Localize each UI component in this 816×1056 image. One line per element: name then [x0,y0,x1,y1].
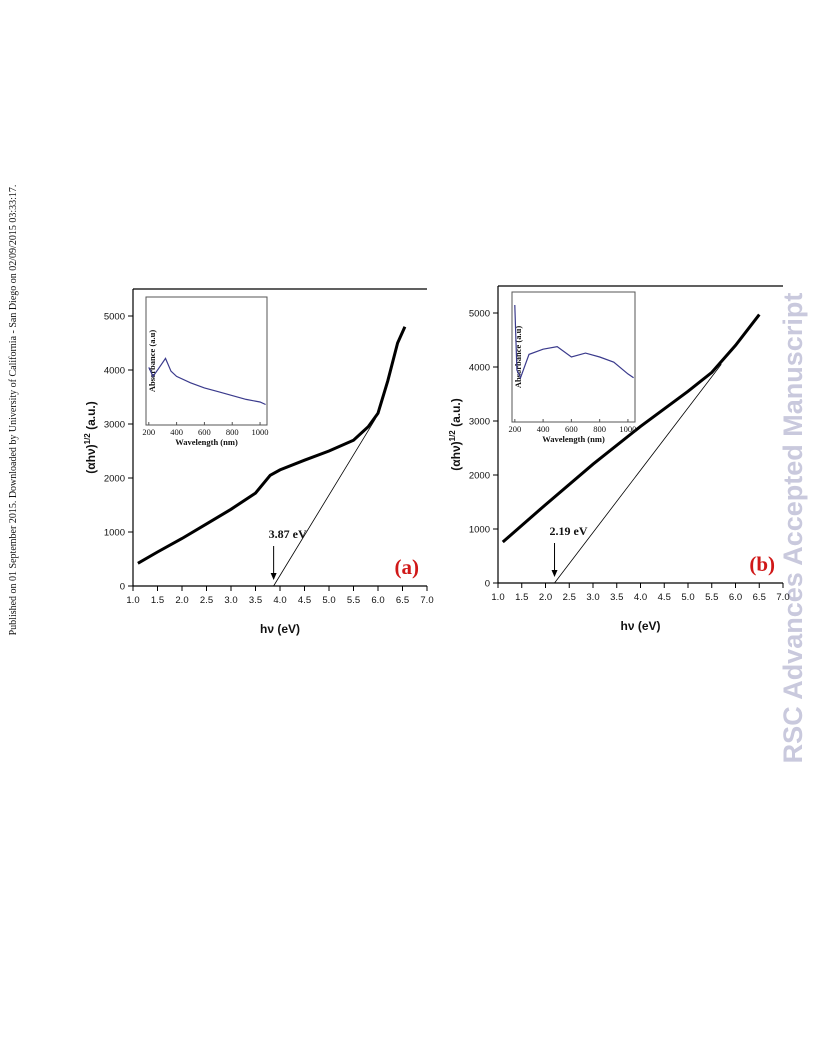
y-tick-label: 4000 [104,366,125,377]
panel-label: (b) [749,552,775,576]
x-tick-label: 2.0 [539,592,552,603]
y-tick-label: 5000 [469,309,490,320]
y-axis-label-part: 1/2 [448,430,457,442]
inset-x-tick-label: 400 [170,427,183,437]
panel-label: (a) [395,555,420,579]
y-axis-label-part: (a.u.) [449,398,463,430]
x-tick-label: 1.5 [515,592,528,603]
tangent-line [273,418,376,587]
tangent-line [554,364,722,584]
x-tick-label: 4.0 [634,592,647,603]
x-axis-label: hν (eV) [260,622,300,636]
y-tick-label: 1000 [104,528,125,539]
y-axis-label-part: (αhν) [449,441,463,470]
data-line [137,326,407,565]
annotation-label: 2.19 eV [550,524,588,538]
inset-x-tick-label: 1000 [619,424,636,434]
inset-x-tick-label: 800 [593,424,606,434]
x-tick-label: 5.5 [347,595,360,606]
inset-x-tick-label: 200 [508,424,521,434]
x-tick-label: 1.0 [126,595,139,606]
x-tick-label: 6.5 [396,595,409,606]
x-tick-label: 1.0 [491,592,504,603]
y-tick-label: 2000 [104,474,125,485]
x-tick-label: 2.0 [175,595,188,606]
x-tick-label: 1.5 [151,595,164,606]
x-tick-label: 3.0 [586,592,599,603]
y-axis-label-part: (αhν) [84,444,98,473]
x-tick-label: 4.5 [298,595,311,606]
x-tick-label: 7.0 [420,595,433,606]
y-tick-label: 3000 [469,417,490,428]
inset-line [514,304,634,380]
arrow-head [270,573,277,580]
inset-line [148,357,266,406]
watermark: RSC Advances Accepted Manuscript [778,293,808,764]
x-tick-label: 3.0 [224,595,237,606]
y-tick-label: 5000 [104,312,125,323]
inset-x-tick-label: 200 [142,427,155,437]
inset-x-label: Wavelength (nm) [175,437,238,447]
y-tick-label: 4000 [469,363,490,374]
x-tick-label: 6.0 [371,595,384,606]
x-tick-label: 2.5 [563,592,576,603]
y-tick-label: 2000 [469,471,490,482]
inset-x-tick-label: 1000 [252,427,269,437]
y-tick-label: 1000 [469,525,490,536]
x-tick-label: 7.0 [776,592,789,603]
x-tick-label: 6.5 [753,592,766,603]
inset-x-tick-label: 800 [226,427,239,437]
annotation-label: 3.87 eV [269,527,307,541]
arrow-head [551,570,558,577]
x-axis-label: hν (eV) [620,619,660,633]
y-axis-label: (αhν)1/2 (a.u.) [83,401,98,474]
x-tick-label: 3.5 [249,595,262,606]
inset-x-tick-label: 600 [198,427,211,437]
x-tick-label: 4.5 [658,592,671,603]
inset-y-label: Absorbance (a.u) [513,326,523,389]
x-tick-label: 3.5 [610,592,623,603]
side-note: Published on 01 September 2015. Download… [8,185,19,636]
y-axis-label-part: 1/2 [83,433,92,445]
y-tick-label: 3000 [104,420,125,431]
y-tick-label: 0 [485,579,490,590]
x-tick-label: 4.0 [273,595,286,606]
y-tick-label: 0 [120,582,125,593]
inset-x-tick-label: 600 [565,424,578,434]
y-axis-label-part: (a.u.) [84,401,98,433]
inset-y-label: Absorbance (a.u) [147,330,157,393]
x-tick-label: 6.0 [729,592,742,603]
x-tick-label: 5.0 [322,595,335,606]
y-axis-label: (αhν)1/2 (a.u.) [448,398,463,471]
inset-x-tick-label: 400 [537,424,550,434]
data-line [501,313,761,544]
inset-x-label: Wavelength (nm) [542,434,605,444]
x-tick-label: 5.5 [705,592,718,603]
x-tick-label: 5.0 [681,592,694,603]
x-tick-label: 2.5 [200,595,213,606]
